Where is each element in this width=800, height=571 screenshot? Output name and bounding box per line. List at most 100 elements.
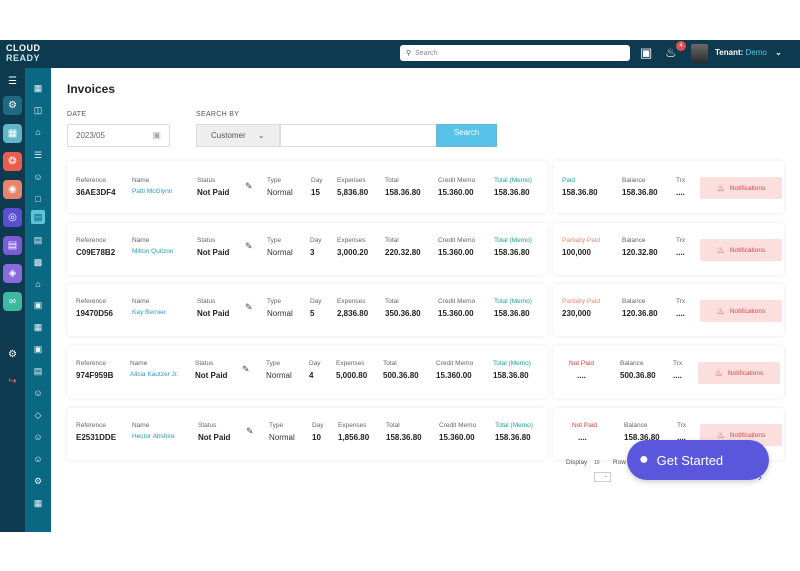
balance-value: 158.36.80 bbox=[624, 433, 660, 442]
status-label: Status bbox=[197, 298, 216, 305]
name-label: Name bbox=[132, 298, 150, 305]
app-icon-6[interactable]: ▤ bbox=[3, 236, 22, 255]
menu-icon[interactable]: ☰ bbox=[8, 76, 17, 87]
app-logo[interactable]: CLOUD READY bbox=[6, 43, 41, 63]
tag-icon[interactable]: ◇ bbox=[34, 410, 42, 420]
expenses-label: Expenses bbox=[337, 298, 366, 305]
bell-icon[interactable]: ♨ bbox=[665, 45, 677, 60]
logout-icon[interactable]: ↪ bbox=[8, 376, 17, 387]
archive-icon[interactable]: ▦ bbox=[33, 498, 43, 508]
expenses-label: Expenses bbox=[338, 422, 367, 429]
app-icon-2[interactable]: ▦ bbox=[3, 124, 22, 143]
building-icon[interactable]: ▦ bbox=[33, 322, 43, 332]
customer-name-link[interactable]: Alicia Kautzer Jr. bbox=[130, 371, 179, 378]
invoice-card[interactable]: Reference 974F959B Name Alicia Kautzer Jr.… bbox=[67, 346, 547, 398]
user-icon[interactable]: ☺ bbox=[33, 172, 43, 182]
grid-icon[interactable]: ▩ bbox=[33, 257, 43, 267]
document-icon[interactable]: □ bbox=[35, 194, 41, 204]
bank-icon[interactable]: ⌂ bbox=[35, 279, 41, 289]
balance-cell: Balance 158.36.80 bbox=[622, 177, 658, 197]
invoice-icon[interactable]: ▤ bbox=[31, 210, 45, 224]
search-button[interactable]: Search bbox=[436, 124, 497, 147]
dashboard-icon[interactable]: ▦ bbox=[33, 83, 43, 93]
calculator-icon[interactable]: ◫ bbox=[33, 105, 43, 115]
tenant-selector[interactable]: Tenant: Demo ⌄ bbox=[715, 48, 782, 57]
rows-per-page-select[interactable]: ⌄ bbox=[594, 472, 611, 482]
user-avatar[interactable] bbox=[691, 44, 708, 63]
user-group-icon[interactable]: ☺ bbox=[33, 432, 43, 442]
next-page-chevron-icon[interactable]: › bbox=[758, 470, 762, 484]
invoice-card[interactable]: Reference C09E78B2 Name Milton Quitzon Sta… bbox=[67, 223, 547, 275]
edit-icon[interactable]: ✎ bbox=[246, 426, 254, 436]
type-label: Type bbox=[267, 177, 282, 184]
customer-name-link[interactable]: Kay Bernier bbox=[132, 309, 166, 316]
notifications-button[interactable]: ♨ Notifications bbox=[698, 362, 780, 384]
day-cell: Day 5 bbox=[310, 298, 322, 318]
gear-icon[interactable]: ⚙ bbox=[33, 476, 43, 486]
balance-cell: Balance 120.32.80 bbox=[622, 237, 658, 257]
bell-icon: ♨ bbox=[716, 429, 725, 440]
search-by-select[interactable]: Customer ⌄ bbox=[196, 124, 280, 147]
name-label: Name bbox=[130, 360, 148, 367]
type-value: Normal bbox=[267, 248, 293, 257]
notifications-button[interactable]: ♨ Notifications bbox=[700, 300, 782, 322]
invoice-card[interactable]: Reference 36AE3DF4 Name Patti McGlynn Stat… bbox=[67, 161, 547, 213]
total-memo-cell: Total (Memo) 158.36.80 bbox=[494, 237, 532, 257]
home-icon[interactable]: ⌂ bbox=[35, 127, 41, 137]
type-label: Type bbox=[267, 298, 282, 305]
clipboard-icon[interactable]: ▤ bbox=[33, 366, 43, 376]
customer-name-link[interactable]: Hector Abshire bbox=[132, 433, 175, 440]
invoice-card[interactable]: Reference 19470D56 Name Kay Bernier Status… bbox=[67, 284, 547, 336]
notifications-button[interactable]: ♨ Notifications bbox=[700, 239, 782, 261]
bell-icon: ♨ bbox=[716, 244, 725, 255]
payment-card[interactable]: Not Paid.... Balance 500.36.80 Trx.... ♨ N… bbox=[553, 346, 784, 398]
edit-icon[interactable]: ✎ bbox=[245, 241, 253, 251]
date-field[interactable]: 2023/05 ▣ bbox=[67, 124, 170, 147]
app-icon-5[interactable]: ◎ bbox=[3, 208, 22, 227]
app-icon-4[interactable]: ◉ bbox=[3, 180, 22, 199]
tenant-value: Demo bbox=[745, 48, 767, 57]
payment-cell: Partially Paid 230,000 bbox=[562, 298, 600, 318]
customer-name-link[interactable]: Patti McGlynn bbox=[132, 188, 173, 195]
payment-cell: Not Paid.... bbox=[572, 422, 597, 442]
box-icon[interactable]: ▣ bbox=[33, 300, 43, 310]
total-memo-label: Total (Memo) bbox=[494, 177, 532, 184]
edit-icon[interactable]: ✎ bbox=[242, 364, 250, 374]
chevron-down-icon: ⌄ bbox=[603, 473, 608, 479]
settings-icon[interactable]: ⚙ bbox=[8, 349, 17, 360]
expenses-cell: Expenses 2,836.80 bbox=[337, 298, 368, 318]
balance-label: Balance bbox=[622, 237, 646, 244]
chevron-down-icon: ⌄ bbox=[257, 131, 265, 140]
payment-card[interactable]: Paid 158.36.80 Balance 158.36.80 Trx.... ♨… bbox=[553, 161, 784, 213]
balance-label: Balance bbox=[622, 177, 646, 184]
credit-memo-cell: Credit Memo 15.360.00 bbox=[438, 237, 475, 257]
link-icon[interactable]: ∞ bbox=[3, 292, 22, 311]
payment-card[interactable]: Partially Paid 230,000 Balance 120.36.80 T… bbox=[553, 284, 784, 336]
calendar-icon[interactable]: ▣ bbox=[640, 45, 653, 60]
get-started-button[interactable]: ● Get Started bbox=[627, 440, 769, 480]
list-icon[interactable]: ☰ bbox=[33, 150, 43, 160]
calendar-icon[interactable]: ▣ bbox=[33, 344, 43, 354]
expenses-value: 2,836.80 bbox=[337, 309, 369, 318]
app-icon-1[interactable]: ⚙ bbox=[3, 96, 22, 115]
team-icon[interactable]: ☺ bbox=[33, 388, 43, 398]
expenses-label: Expenses bbox=[337, 177, 366, 184]
balance-value: 120.36.80 bbox=[622, 309, 658, 318]
globe-icon[interactable]: ◈ bbox=[3, 264, 22, 283]
edit-icon[interactable]: ✎ bbox=[245, 302, 253, 312]
trx-cell: Trx.... bbox=[676, 237, 685, 257]
customer-name-link[interactable]: Milton Quitzon bbox=[132, 248, 174, 255]
status-label: Status bbox=[195, 360, 214, 367]
payment-card[interactable]: Partially Paid 100,000 Balance 120.32.80 T… bbox=[553, 223, 784, 275]
search-icon: ⚲ bbox=[406, 50, 412, 57]
report-icon[interactable]: ▤ bbox=[33, 235, 43, 245]
invoice-card[interactable]: Reference E2531DDE Name Hector Abshire Sta… bbox=[67, 408, 547, 460]
app-icon-3[interactable]: ❂ bbox=[3, 152, 22, 171]
notifications-button[interactable]: ♨ Notifications bbox=[700, 177, 782, 199]
user-settings-icon[interactable]: ☺ bbox=[33, 454, 43, 464]
global-search-input[interactable]: ⚲ Search bbox=[400, 45, 630, 61]
edit-icon[interactable]: ✎ bbox=[245, 181, 253, 191]
balance-label: Balance bbox=[624, 422, 648, 429]
display-value: 10 bbox=[594, 460, 600, 466]
search-text-input[interactable] bbox=[280, 124, 437, 147]
